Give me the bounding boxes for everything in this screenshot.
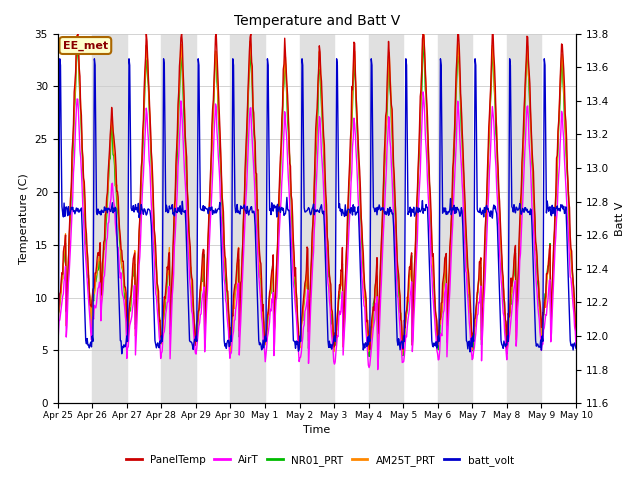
Bar — [161, 34, 196, 403]
Legend: PanelTemp, AirT, NR01_PRT, AM25T_PRT, batt_volt: PanelTemp, AirT, NR01_PRT, AM25T_PRT, ba… — [122, 451, 518, 470]
Bar — [300, 34, 334, 403]
X-axis label: Time: Time — [303, 425, 330, 435]
Y-axis label: Temperature (C): Temperature (C) — [19, 173, 29, 264]
Title: Temperature and Batt V: Temperature and Batt V — [234, 14, 400, 28]
Text: EE_met: EE_met — [63, 40, 108, 51]
Bar — [92, 34, 127, 403]
Bar — [369, 34, 403, 403]
Y-axis label: Batt V: Batt V — [614, 201, 625, 236]
Bar — [230, 34, 265, 403]
Bar — [438, 34, 472, 403]
Bar — [507, 34, 541, 403]
